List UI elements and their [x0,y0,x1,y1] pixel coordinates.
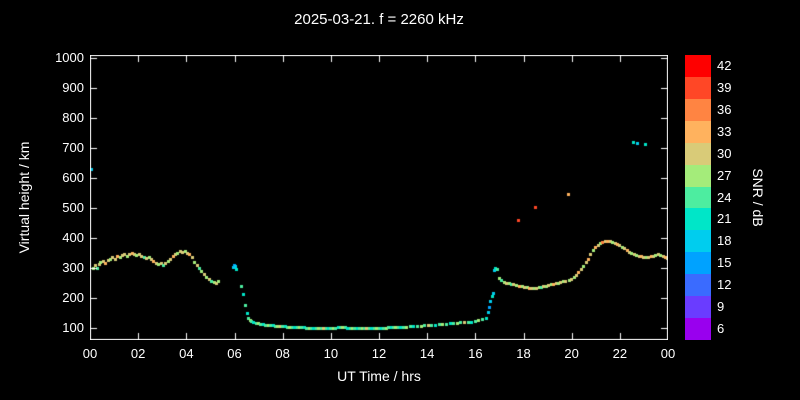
colorbar-block [685,98,711,122]
x-tick-label: 02 [130,346,146,361]
colorbar-block [685,164,711,188]
colorbar-tick-label: 42 [717,57,732,73]
x-tick-label: 00 [82,346,98,361]
x-tick-label: 12 [371,346,387,361]
x-axis-label: UT Time / hrs [337,368,421,384]
y-tick-label: 300 [62,260,84,275]
y-tick-label: 600 [62,170,84,185]
colorbar-block [685,76,711,100]
colorbar-tick-label: 39 [717,79,732,95]
y-tick-label: 900 [62,80,84,95]
x-tick-label: 00 [660,346,676,361]
colorbar-tick-label: 24 [717,189,732,205]
colorbar [685,55,711,341]
y-axis-label: Virtual height / km [16,141,32,254]
colorbar-block [685,208,711,231]
colorbar-block [685,296,711,319]
colorbar-tick-label: 9 [717,299,725,315]
x-tick-label: 20 [564,346,579,361]
x-tick-label: 16 [468,346,483,361]
page-title: 2025-03-21. f = 2260 kHz [294,11,464,28]
x-tick-label: 22 [612,346,628,361]
colorbar-block [685,274,711,297]
colorbar-block [685,252,711,275]
colorbar-tick-label: 27 [717,167,732,183]
colorbar-tick-label: 18 [717,233,732,249]
colorbar-label: SNR / dB [750,168,766,227]
colorbar-block [685,142,711,166]
y-tick-label: 700 [62,140,84,155]
colorbar-block [685,120,711,144]
colorbar-tick-label: 6 [717,321,725,337]
colorbar-block [685,55,711,78]
x-tick-label: 18 [516,346,531,361]
x-tick-label: 04 [179,346,194,361]
y-tick-label: 800 [62,110,84,125]
plot-canvas [90,55,668,340]
colorbar-block [685,186,711,209]
x-tick-label: 08 [275,346,290,361]
colorbar-tick-label: 15 [717,255,732,271]
y-tick-label: 100 [62,320,84,335]
colorbar-block [685,318,711,341]
y-tick-label: 500 [62,200,84,215]
colorbar-tick-label: 30 [717,145,732,161]
colorbar-tick-label: 12 [717,277,732,293]
y-tick-label: 200 [62,290,84,305]
colorbar-tick-label: 36 [717,101,732,117]
x-tick-label: 06 [227,346,242,361]
y-tick-label: 400 [62,230,84,245]
colorbar-tick-label: 33 [717,123,732,139]
x-tick-label: 10 [323,346,339,361]
colorbar-block [685,230,711,253]
colorbar-tick-label: 21 [717,211,732,227]
x-tick-label: 14 [419,346,435,361]
y-tick-label: 1000 [55,50,84,65]
